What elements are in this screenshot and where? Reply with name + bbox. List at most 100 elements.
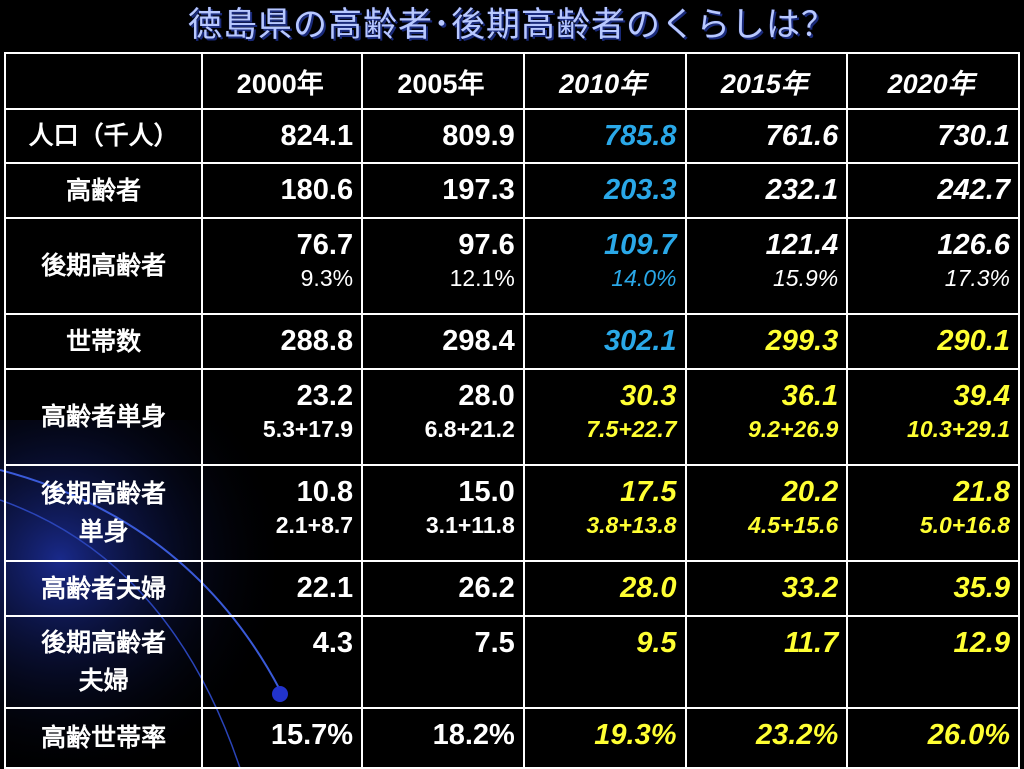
table-cell: 302.1 — [522, 313, 687, 370]
cell-value: 242.7 — [937, 174, 1010, 206]
cell-value: 33.2 — [781, 572, 839, 604]
col-header-2000: 2000年 — [201, 52, 364, 110]
table-cell: 121.4 15.9% — [684, 217, 849, 315]
table-cell: 7.5 — [361, 615, 525, 709]
table-cell: 76.7 9.3% — [201, 217, 364, 315]
table-cell: 785.8 — [522, 108, 687, 164]
table-cell: 298.4 — [361, 313, 525, 370]
table-cell: 36.1 9.2+26.9 — [684, 368, 849, 466]
cell-subvalue: 5.3+17.9 — [262, 416, 354, 442]
cell-subvalue: 12.1% — [449, 265, 515, 291]
cell-subvalue: 9.3% — [300, 265, 354, 291]
table-cell: 11.7 — [684, 615, 849, 709]
cell-value: 15.0 — [458, 476, 515, 508]
cell-value: 203.3 — [603, 174, 677, 206]
table-cell: 197.3 — [361, 162, 525, 219]
cell-subvalue: 6.8+21.2 — [424, 416, 515, 442]
table-cell: 809.9 — [361, 108, 525, 164]
table-cell: 15.7% — [201, 707, 364, 769]
table-cell: 9.5 — [522, 615, 687, 709]
table-cell: 203.3 — [522, 162, 687, 219]
cell-value: 35.9 — [953, 572, 1010, 604]
table-row: 高齢者夫婦 22.1 26.2 28.0 33.2 35.9 — [3, 560, 1020, 617]
cell-value: 23.2% — [756, 719, 839, 751]
row-label: 高齢世帯率 — [3, 707, 204, 769]
cell-subvalue: 9.2+26.9 — [748, 416, 839, 442]
cell-value: 28.0 — [620, 572, 677, 604]
table-cell: 126.6 17.3% — [846, 217, 1020, 315]
cell-subvalue: 10.3+29.1 — [907, 416, 1010, 442]
table-cell: 19.3% — [522, 707, 687, 769]
cell-value: 126.6 — [937, 229, 1010, 261]
cell-subvalue: 5.0+16.8 — [919, 512, 1010, 538]
table-cell: 4.3 — [201, 615, 364, 709]
cell-value: 26.2 — [458, 572, 515, 604]
table-cell: 180.6 — [201, 162, 364, 219]
cell-value: 9.5 — [636, 627, 677, 659]
cell-value: 288.8 — [280, 325, 354, 357]
table-row: 高齢世帯率 15.7% 18.2% 19.3% 23.2% 26.0% — [3, 707, 1020, 769]
row-label-line2: 夫婦 — [78, 666, 129, 695]
cell-value: 730.1 — [937, 120, 1010, 152]
row-label: 高齢者夫婦 — [3, 560, 204, 617]
table-cell: 35.9 — [846, 560, 1020, 617]
col-header-2010: 2010年 — [522, 52, 687, 110]
row-label: 後期高齢者 夫婦 — [3, 615, 204, 709]
table-cell: 97.6 12.1% — [361, 217, 525, 315]
cell-value: 180.6 — [280, 174, 354, 206]
table-cell: 30.3 7.5+22.7 — [522, 368, 687, 466]
row-label: 高齢者単身 — [3, 368, 204, 466]
table-cell: 299.3 — [684, 313, 849, 370]
table-cell: 28.0 6.8+21.2 — [361, 368, 525, 466]
stats-table: 2000年 2005年 2010年 2015年 2020年 人口（千人） 824… — [3, 52, 1020, 769]
row-label: 高齢者 — [3, 162, 204, 219]
row-label-line1: 後期高齢者 — [41, 479, 167, 508]
col-header-2015: 2015年 — [684, 52, 849, 110]
table-cell: 26.0% — [846, 707, 1020, 769]
cell-value: 28.0 — [458, 380, 515, 412]
cell-value: 30.3 — [620, 380, 677, 412]
cell-subvalue: 7.5+22.7 — [586, 416, 677, 442]
cell-value: 76.7 — [296, 229, 354, 261]
cell-value: 21.8 — [953, 476, 1010, 508]
cell-value: 17.5 — [620, 476, 677, 508]
cell-value: 197.3 — [442, 174, 515, 206]
table-cell: 22.1 — [201, 560, 364, 617]
table-cell: 28.0 — [522, 560, 687, 617]
cell-value: 18.2% — [432, 719, 515, 751]
cell-subvalue: 17.3% — [944, 265, 1010, 291]
cell-value: 22.1 — [296, 572, 354, 604]
cell-value: 4.3 — [312, 627, 354, 659]
col-header-2020: 2020年 — [846, 52, 1020, 110]
table-row: 高齢者単身 23.2 5.3+17.9 28.0 6.8+21.2 30.3 7.5+… — [3, 368, 1020, 466]
table-cell: 21.8 5.0+16.8 — [846, 464, 1020, 562]
cell-value: 121.4 — [765, 229, 839, 261]
table-cell: 15.0 3.1+11.8 — [361, 464, 525, 562]
header-row: 2000年 2005年 2010年 2015年 2020年 — [3, 52, 1020, 110]
cell-value: 785.8 — [603, 120, 677, 152]
cell-subvalue: 14.0% — [611, 265, 677, 291]
cell-value: 299.3 — [765, 325, 839, 357]
cell-value: 15.7% — [270, 719, 354, 751]
table-cell: 12.9 — [846, 615, 1020, 709]
cell-subvalue: 3.8+13.8 — [586, 512, 677, 538]
table-row: 人口（千人） 824.1 809.9 785.8 761.6 730.1 — [3, 108, 1020, 164]
table-cell: 23.2% — [684, 707, 849, 769]
table-cell: 33.2 — [684, 560, 849, 617]
row-label-line2: 単身 — [78, 517, 129, 546]
cell-subvalue: 4.5+15.6 — [748, 512, 839, 538]
row-label: 人口（千人） — [3, 108, 204, 164]
cell-value: 7.5 — [474, 627, 515, 659]
col-header-2005: 2005年 — [361, 52, 525, 110]
cell-value: 109.7 — [603, 229, 677, 261]
table-cell: 109.7 14.0% — [522, 217, 687, 315]
row-label: 世帯数 — [3, 313, 204, 370]
table-cell: 39.4 10.3+29.1 — [846, 368, 1020, 466]
table-row: 後期高齢者 単身 10.8 2.1+8.7 15.0 3.1+11.8 17.5 3.8… — [3, 464, 1020, 562]
table-cell: 20.2 4.5+15.6 — [684, 464, 849, 562]
table-cell: 730.1 — [846, 108, 1020, 164]
cell-subvalue: 2.1+8.7 — [275, 512, 354, 538]
table-cell: 290.1 — [846, 313, 1020, 370]
table-row: 高齢者 180.6 197.3 203.3 232.1 242.7 — [3, 162, 1020, 219]
page-title: 徳島県の高齢者･後期高齢者のくらしは？ — [188, 5, 836, 45]
